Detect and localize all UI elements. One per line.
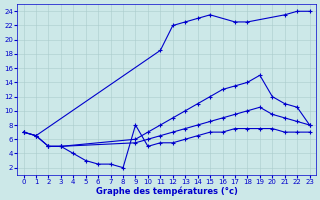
- X-axis label: Graphe des températures (°c): Graphe des températures (°c): [96, 186, 237, 196]
